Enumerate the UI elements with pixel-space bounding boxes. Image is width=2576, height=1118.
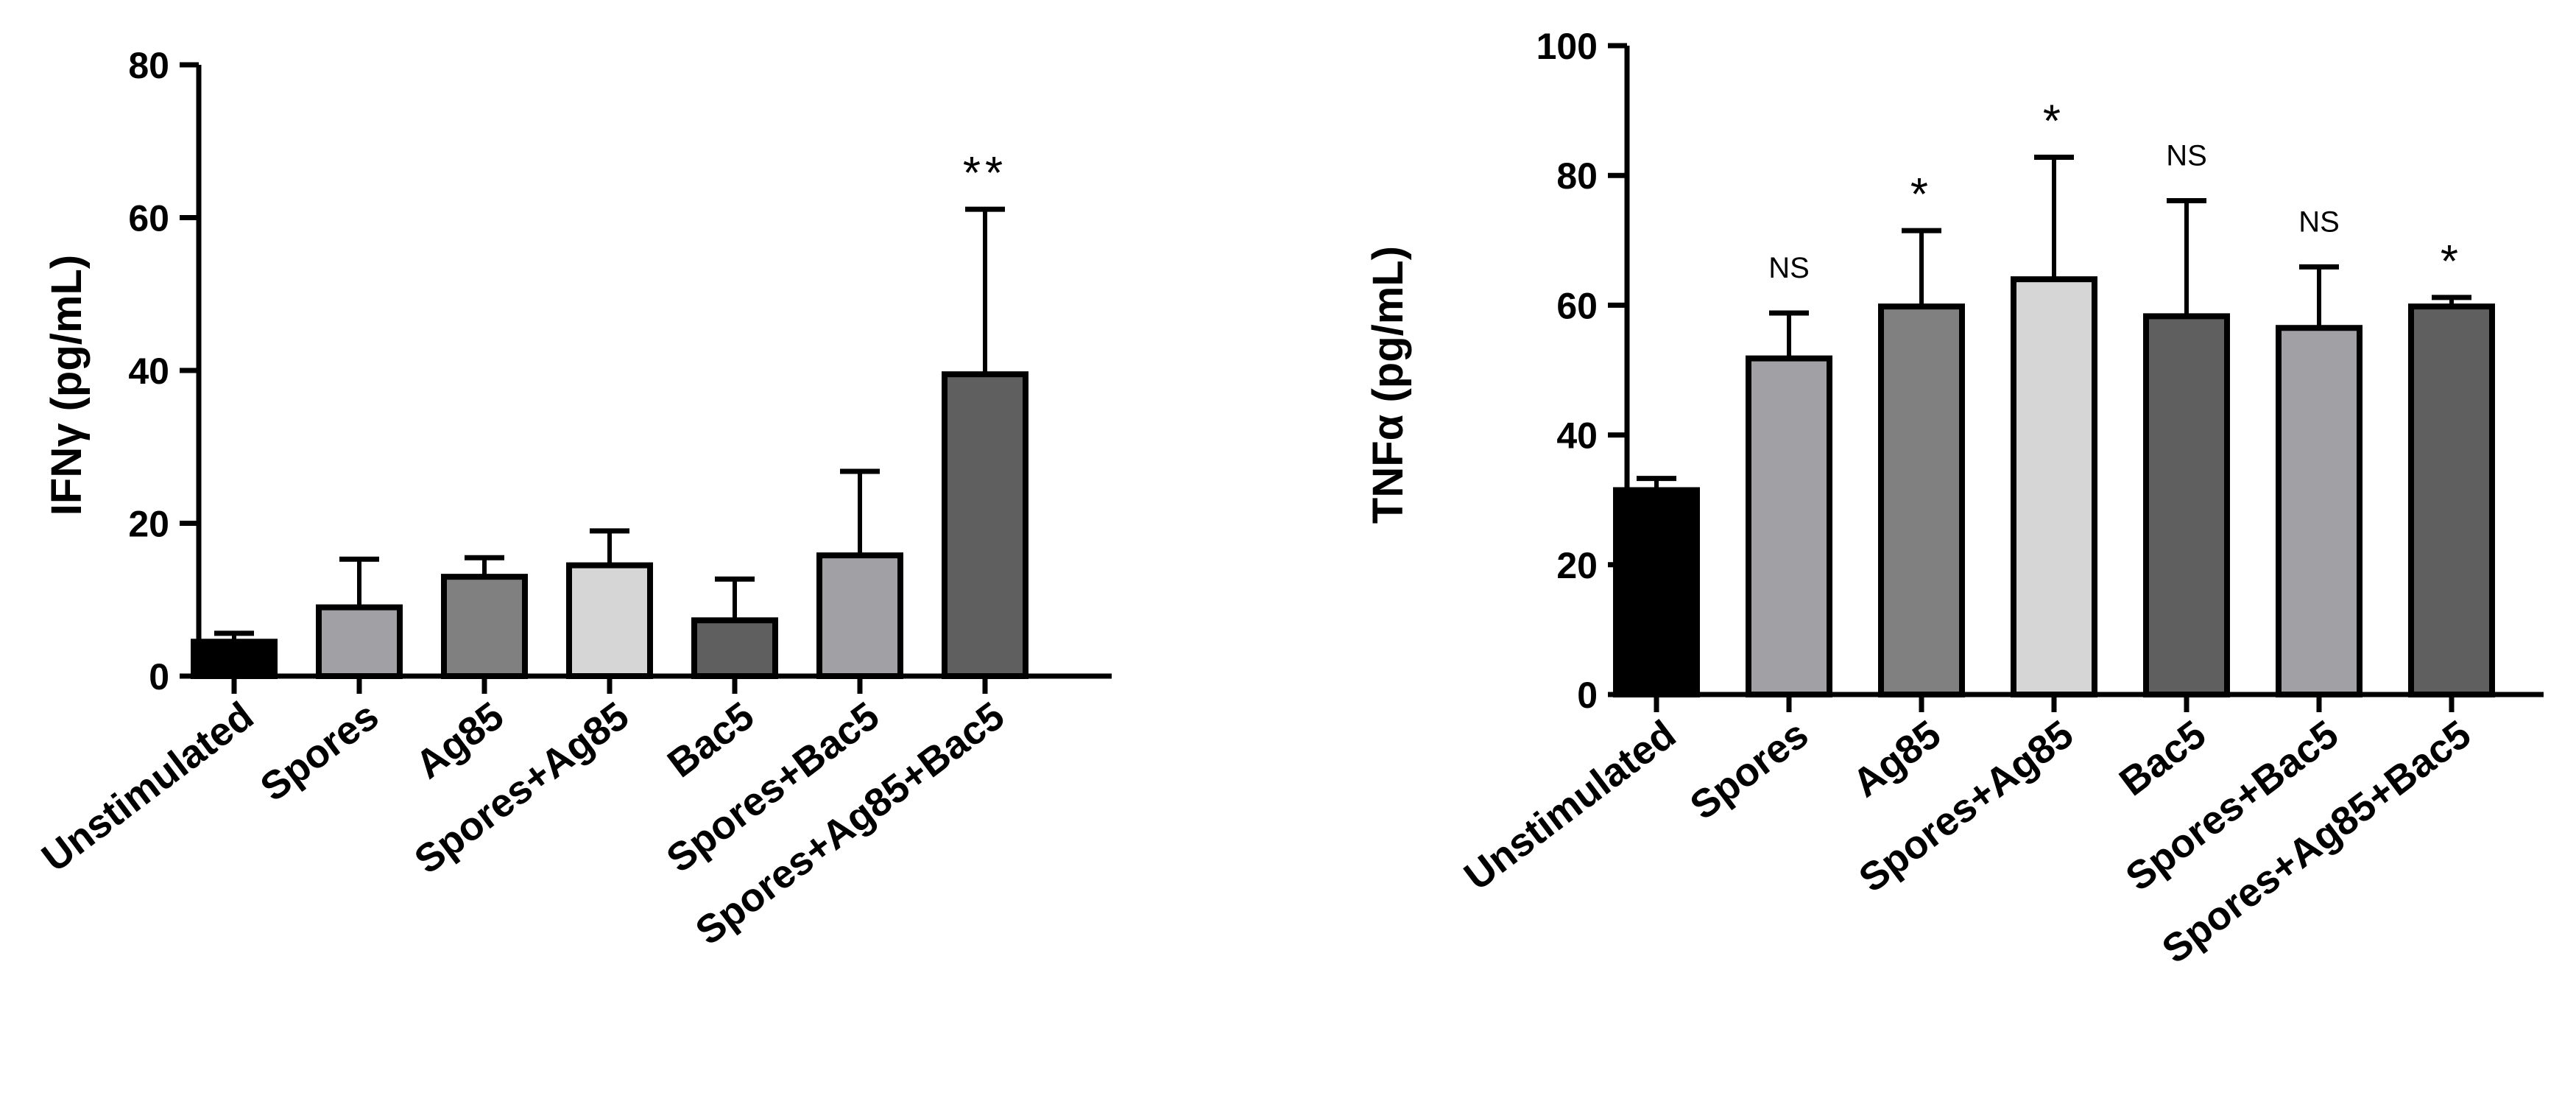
bar-unstimulated <box>191 639 278 679</box>
category-label-spores-plus-bac5: Spores+Bac5 <box>659 694 888 882</box>
category-label-ag85: Ag85 <box>408 694 512 787</box>
y-tick-label: 80 <box>1556 155 1598 197</box>
bar-ag85 <box>441 574 528 679</box>
bar-spores <box>1746 355 1832 697</box>
category-label-bac5: Bac5 <box>660 694 762 787</box>
bar-spores-plus-ag85 <box>566 562 653 679</box>
bar-spores-plus-ag85 <box>2011 276 2097 698</box>
category-label-spores: Spores <box>253 694 387 810</box>
bar-ag85 <box>1878 303 1965 697</box>
y-tick-label: 0 <box>1577 675 1598 716</box>
category-label-unstimulated: Unstimulated <box>1456 712 1684 899</box>
y-axis-title: IFNγ (pg/mL) <box>43 255 91 516</box>
category-label-spores-plus-ag85: Spores+Ag85 <box>406 694 637 883</box>
significance-spores: NS <box>1768 252 1810 284</box>
y-tick-label: 40 <box>1556 415 1598 457</box>
significance-bac5: NS <box>2166 140 2207 172</box>
y-tick-label: 40 <box>128 351 169 392</box>
bar-spores-plus-bac5 <box>2276 325 2362 697</box>
y-axis-title: TNFα (pg/mL) <box>1364 246 1412 524</box>
bar-spores-plus-ag85-plus-bac5 <box>2408 303 2495 697</box>
category-label-ag85: Ag85 <box>1845 712 1949 806</box>
significance-spores-plus-bac5: NS <box>2298 205 2340 238</box>
significance-spores-plus-ag85-plus-bac5: * <box>2441 236 2463 287</box>
bar-bac5 <box>2143 313 2230 697</box>
bar-unstimulated <box>1613 487 1700 697</box>
y-tick-label: 20 <box>128 504 169 545</box>
significance-spores-plus-ag85-plus-bac5: ** <box>963 148 1007 199</box>
significance-spores-plus-ag85: * <box>2043 96 2065 147</box>
category-label-spores: Spores <box>1682 712 1816 829</box>
bar-spores-plus-bac5 <box>816 552 903 680</box>
significance-ag85: * <box>1910 169 1933 220</box>
category-label-unstimulated: Unstimulated <box>34 694 261 881</box>
y-tick-label: 60 <box>128 198 169 239</box>
bar-spores-plus-ag85-plus-bac5 <box>942 371 1028 679</box>
tnf-alpha-chart: 020406080100UnstimulatedSporesNSAg85*Spo… <box>1364 26 2544 972</box>
y-tick-label: 0 <box>149 656 169 697</box>
y-tick-label: 60 <box>1556 285 1598 326</box>
y-tick-label: 20 <box>1556 545 1598 586</box>
y-tick-label: 100 <box>1536 26 1598 67</box>
bar-spores <box>316 604 403 679</box>
category-label-bac5: Bac5 <box>2111 712 2214 805</box>
bar-bac5 <box>691 617 778 680</box>
y-tick-label: 80 <box>128 45 169 86</box>
